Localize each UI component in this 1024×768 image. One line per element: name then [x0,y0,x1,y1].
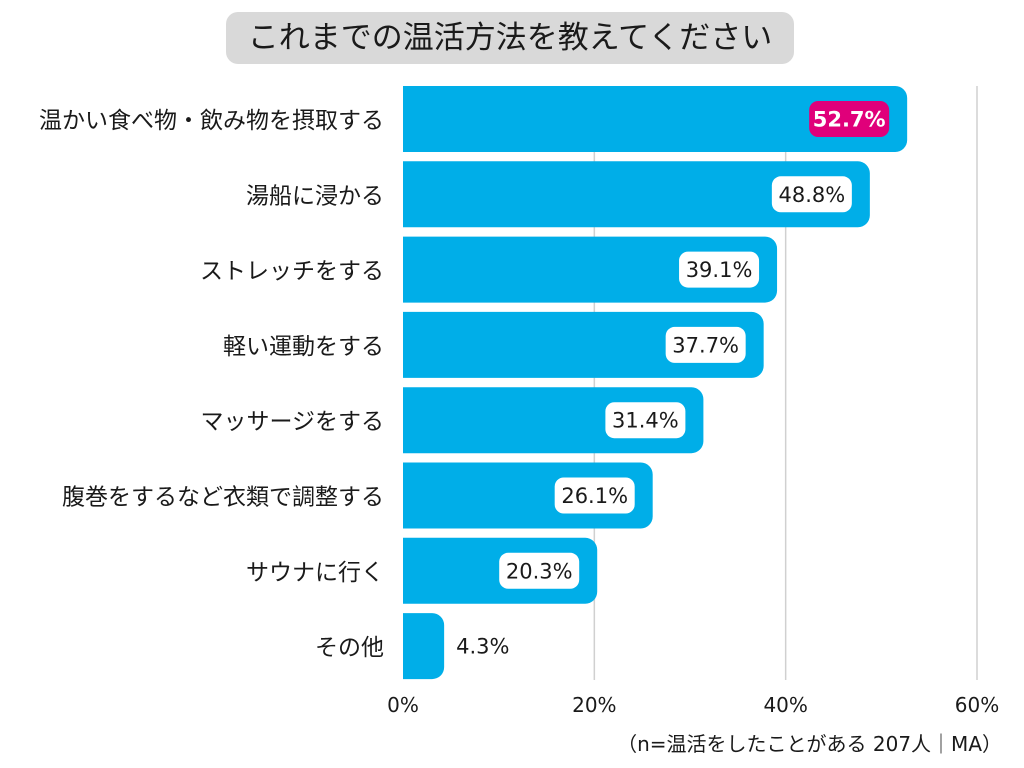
data-label-badge [665,326,746,363]
data-label-badge [554,477,635,514]
sample-note: （n=温活をしたことがある 207人｜MA） [617,732,1002,756]
category-label: 温かい食べ物・飲み物を摂取する [39,108,384,134]
data-label-badge [771,176,852,213]
data-label-badge [679,251,760,288]
category-label: ストレッチをする [200,259,384,285]
category-label: 腹巻をするなど衣類で調整する [62,485,384,511]
category-label: 湯船に浸かる [246,183,384,209]
category-label: サウナに行く [246,560,384,586]
category-label: 軽い運動をする [223,334,384,360]
bar [403,86,908,152]
data-label: 4.3% [456,635,509,659]
data-label: 31.4% [612,409,679,433]
x-tick-label: 60% [955,693,999,717]
data-label-badge [809,101,890,137]
data-label: 52.7% [813,108,886,132]
x-tick-label: 0% [387,693,419,717]
data-label-badge [605,402,686,439]
x-tick-label: 40% [763,693,807,717]
data-label: 37.7% [672,333,739,357]
bar [403,161,870,228]
bar [403,613,445,680]
data-label: 48.8% [778,183,845,207]
data-label-badge [499,552,580,589]
data-label: 26.1% [561,484,628,508]
category-label: マッサージをする [200,409,384,435]
data-label: 39.1% [686,258,753,282]
category-label: その他 [315,635,384,661]
x-tick-label: 20% [572,693,616,717]
chart-title: これまでの温活方法を教えてください [225,12,795,64]
data-label: 20.3% [506,559,573,583]
